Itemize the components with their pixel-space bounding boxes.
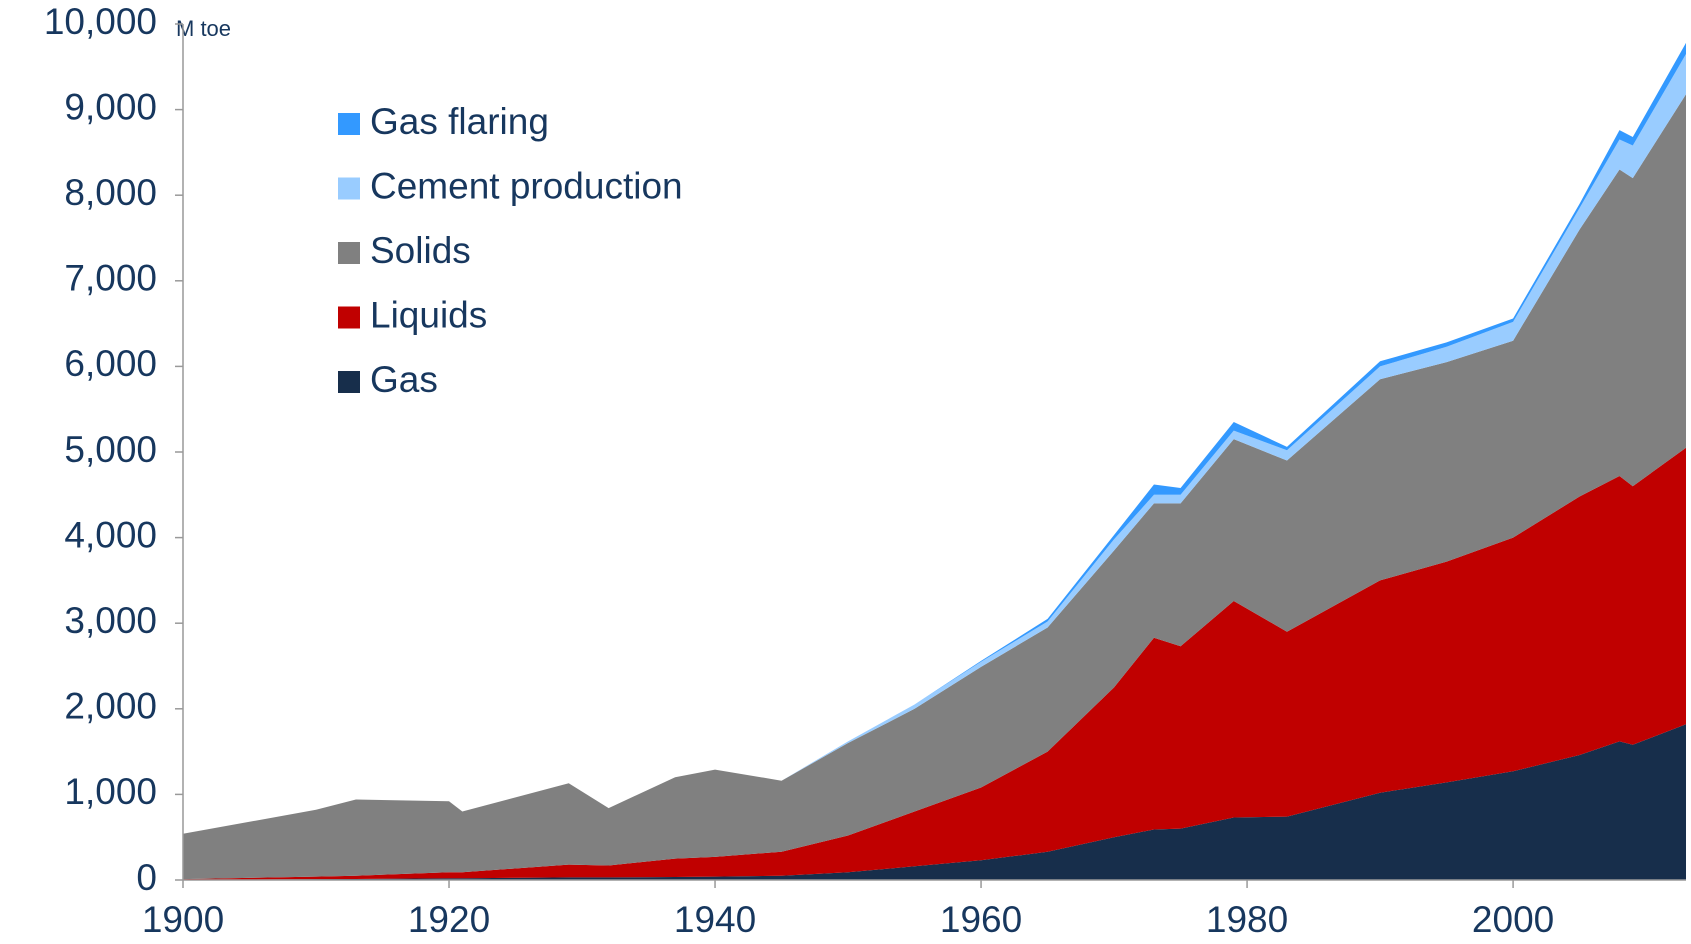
y-tick-label: 4,000 (64, 514, 157, 555)
y-tick-label: 9,000 (64, 86, 157, 127)
y-tick-label: 6,000 (64, 343, 157, 384)
y-tick-label: 1,000 (64, 771, 157, 812)
legend-swatch (338, 306, 360, 329)
legend-swatch (338, 371, 360, 393)
x-tick-label: 1920 (408, 899, 490, 940)
x-tick-label: 1940 (674, 899, 756, 940)
legend-swatch (338, 113, 360, 135)
area (183, 94, 1686, 880)
legend-label: Solids (370, 230, 471, 271)
x-tick-label: 2000 (1472, 899, 1554, 940)
unit-label: M toe (176, 16, 231, 41)
x-tick-label: 1960 (940, 899, 1022, 940)
area (183, 724, 1686, 880)
x-tick-label: 1980 (1206, 899, 1288, 940)
legend-swatch (338, 242, 360, 264)
legend-label: Cement production (370, 165, 683, 206)
legend-label: Liquids (370, 294, 487, 335)
y-tick-label: 5,000 (64, 429, 157, 470)
y-tick-label: 3,000 (64, 600, 157, 641)
y-tick-label: 2,000 (64, 686, 157, 727)
legend-label: Gas flaring (370, 101, 549, 142)
y-tick-label: 10,000 (44, 1, 157, 42)
legend-swatch (338, 177, 360, 200)
area (183, 447, 1686, 880)
y-tick-label: 8,000 (64, 172, 157, 213)
y-tick-label: 7,000 (64, 258, 157, 299)
legend-label: Gas (370, 359, 438, 400)
y-tick-label: 0 (136, 857, 157, 898)
x-tick-label: 1900 (142, 899, 224, 940)
